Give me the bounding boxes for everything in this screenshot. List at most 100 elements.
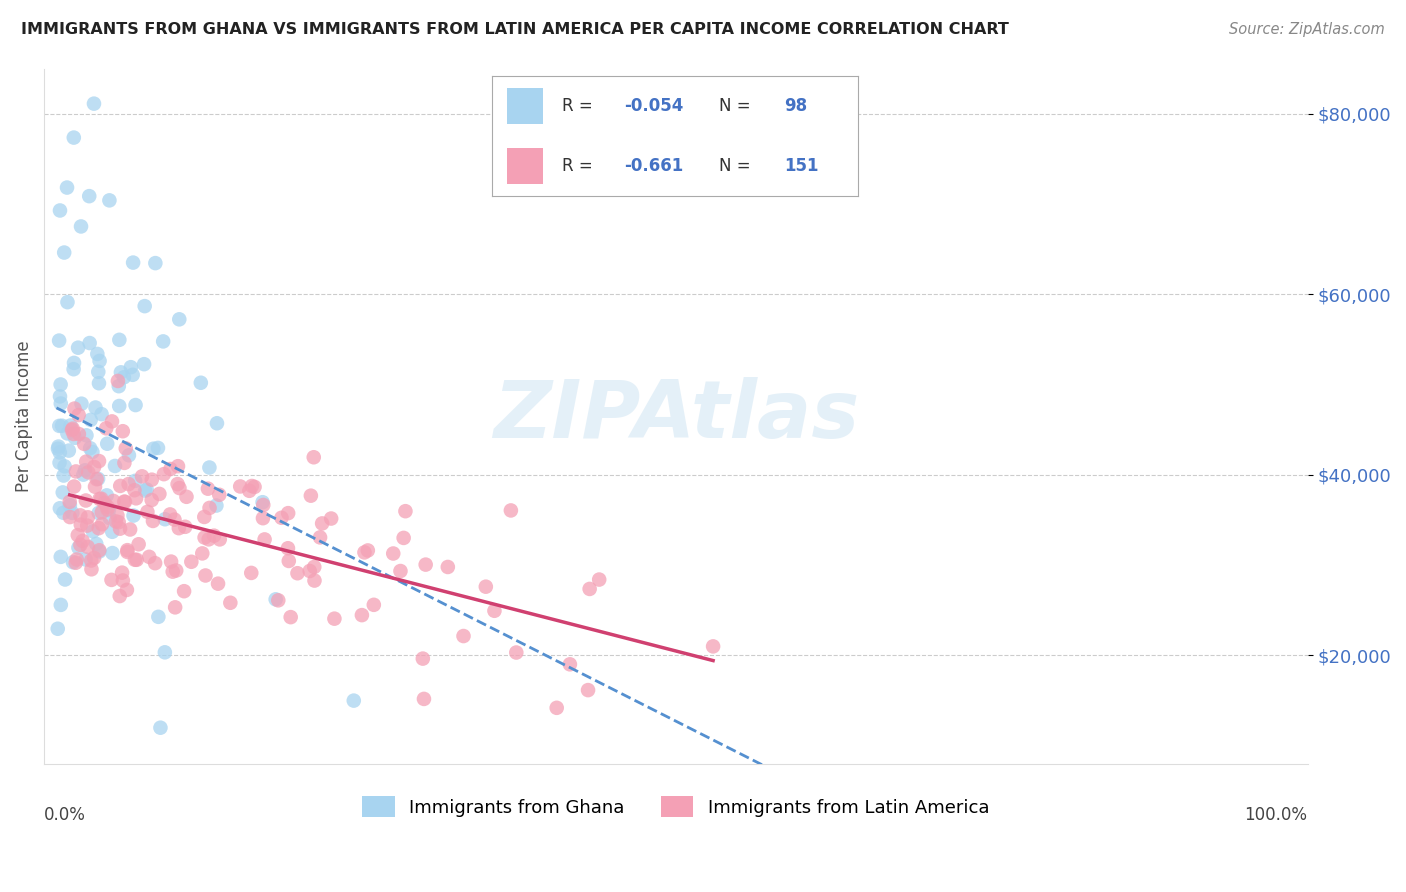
Point [59, 498, 82, 512]
Text: N =: N = [718, 97, 755, 115]
Point [96, 502, 118, 516]
Point [413, 692, 436, 706]
Point [83, 96, 105, 111]
Point [135, 483, 157, 497]
Point [197, 482, 219, 496]
Point [153, 645, 176, 659]
Point [52, 485, 75, 500]
Point [46, 622, 69, 636]
Point [49, 598, 72, 612]
Text: -0.054: -0.054 [624, 97, 683, 115]
Point [51, 418, 73, 433]
Point [111, 424, 134, 438]
Point [117, 543, 139, 558]
Point [96, 436, 118, 450]
Point [97, 503, 120, 517]
Point [382, 547, 405, 561]
Point [142, 514, 165, 528]
Point [167, 521, 190, 535]
Point [76, 518, 98, 533]
Point [49, 389, 72, 403]
Point [302, 450, 325, 465]
Point [252, 511, 274, 525]
Point [104, 458, 127, 473]
Point [277, 541, 299, 556]
Point [277, 554, 299, 568]
Point [66, 552, 89, 566]
Point [112, 494, 135, 508]
Point [499, 503, 522, 517]
Point [82, 445, 104, 459]
Point [67, 541, 90, 555]
Point [108, 399, 131, 413]
Point [173, 584, 195, 599]
Point [89, 491, 111, 506]
Point [49, 377, 72, 392]
Point [138, 549, 160, 564]
Point [48, 418, 70, 433]
Point [76, 540, 98, 554]
Point [91, 517, 114, 532]
Point [90, 491, 112, 506]
Point [59, 495, 82, 509]
Point [321, 511, 343, 525]
Point [89, 354, 111, 368]
Point [101, 524, 124, 539]
Point [73, 463, 96, 477]
Point [84, 480, 107, 494]
Point [132, 357, 155, 371]
Point [159, 462, 181, 476]
Point [280, 610, 302, 624]
Point [108, 333, 131, 347]
Point [56, 180, 79, 194]
Point [48, 334, 70, 348]
Point [194, 568, 217, 582]
Point [83, 460, 105, 475]
Point [93, 496, 115, 510]
Point [63, 356, 86, 370]
Point [118, 448, 141, 462]
Point [67, 341, 90, 355]
Point [110, 365, 132, 379]
Point [108, 522, 131, 536]
Point [252, 498, 274, 512]
Point [69, 538, 91, 552]
Point [169, 312, 191, 326]
Point [143, 556, 166, 570]
Point [107, 374, 129, 388]
Point [83, 550, 105, 565]
Point [238, 483, 260, 498]
Point [202, 529, 225, 543]
Point [198, 460, 221, 475]
Point [243, 480, 266, 494]
Point [72, 467, 94, 482]
Point [125, 491, 148, 506]
Point [48, 456, 70, 470]
Point [152, 334, 174, 349]
FancyBboxPatch shape [506, 148, 543, 185]
Point [207, 576, 229, 591]
Point [67, 408, 90, 422]
Point [475, 580, 498, 594]
Point [112, 456, 135, 470]
Point [52, 506, 75, 520]
Point [117, 545, 139, 559]
Legend: Immigrants from Ghana, Immigrants from Latin America: Immigrants from Ghana, Immigrants from L… [356, 789, 997, 824]
Point [77, 189, 100, 203]
Point [505, 646, 527, 660]
Point [98, 511, 121, 525]
Point [70, 219, 93, 234]
Point [350, 608, 373, 623]
Point [277, 506, 299, 520]
Point [160, 555, 183, 569]
Point [96, 500, 118, 514]
Point [107, 379, 129, 393]
Point [264, 592, 287, 607]
Point [124, 398, 146, 412]
Point [87, 376, 110, 391]
Point [84, 537, 107, 551]
Point [62, 427, 84, 442]
Point [166, 477, 188, 491]
Point [143, 256, 166, 270]
Point [59, 510, 82, 524]
